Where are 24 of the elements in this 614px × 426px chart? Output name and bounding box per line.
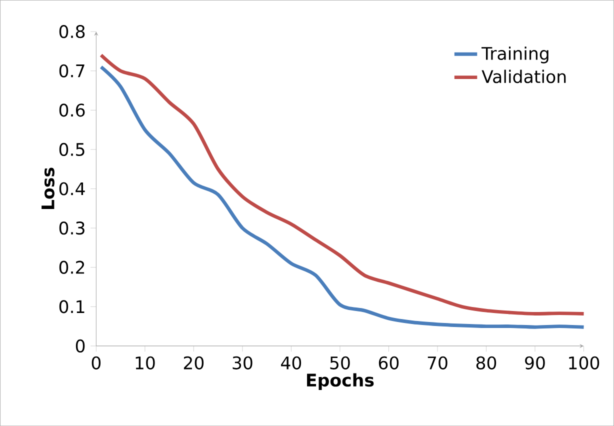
y-tick-label: 0.6 [59,104,85,117]
x-tick-label: 0 [92,356,101,370]
x-tick-label: 70 [428,356,448,370]
y-axis-title: Loss [42,168,54,209]
legend-label: Training [482,46,548,64]
x-axis-title: Epochs [307,373,374,390]
y-tick-label: 0.3 [59,221,84,235]
y-tick-label: 0 [76,339,85,352]
y-tick-label: 0.8 [59,24,85,38]
x-tick-label: 30 [232,356,252,370]
x-tick-label: 90 [525,356,545,370]
y-tick-label: 0.4 [59,182,85,196]
x-tick-label: 50 [330,356,350,370]
y-tick-label: 0.2 [59,260,84,274]
x-tick-label: 40 [281,356,302,370]
x-tick-label: 20 [184,356,204,370]
x-tick-label: 10 [136,356,155,370]
x-tick-label: 100 [569,356,600,370]
y-tick-label: 0.1 [59,300,84,314]
y-tick-label: 0.5 [59,142,84,156]
x-tick-label: 60 [378,356,399,370]
y-tick-label: 0.7 [59,64,84,78]
legend-label: Validation [482,70,566,84]
x-tick-label: 80 [476,356,496,370]
